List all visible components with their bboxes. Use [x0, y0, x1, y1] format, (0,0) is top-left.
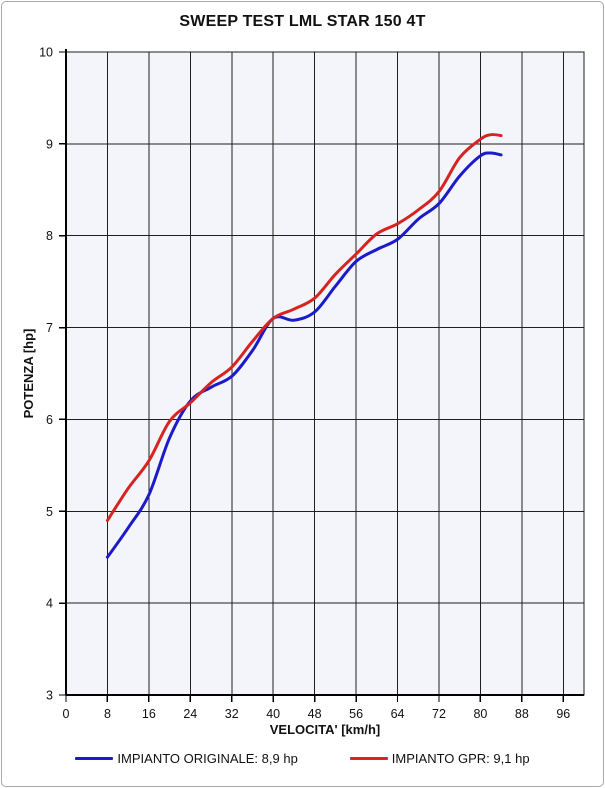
- x-tick-label: 16: [142, 707, 156, 721]
- series-curve-gpr: [105, 133, 503, 522]
- x-tick-label: 32: [225, 707, 239, 721]
- legend-item-originale: IMPIANTO ORIGINALE: 8,9 hp: [75, 751, 298, 766]
- legend: IMPIANTO ORIGINALE: 8,9 hp IMPIANTO GPR:…: [2, 751, 603, 766]
- legend-label-originale: IMPIANTO ORIGINALE: 8,9 hp: [117, 751, 298, 766]
- x-tick-label: 0: [63, 707, 70, 721]
- legend-line-red: [349, 757, 388, 760]
- x-tick-label: 24: [183, 707, 197, 721]
- y-tick-label: 10: [39, 46, 53, 60]
- x-tick-label: 80: [473, 707, 487, 721]
- y-tick-label: 8: [46, 229, 53, 243]
- y-tick-label: 5: [46, 505, 53, 519]
- y-tick-label: 3: [46, 689, 53, 703]
- legend-label-gpr: IMPIANTO GPR: 9,1 hp: [391, 751, 530, 766]
- y-axis-title: POTENZA [hp]: [21, 329, 36, 419]
- plot-area: [66, 52, 584, 695]
- y-tick-label: 4: [46, 597, 53, 611]
- x-tick-label: 8: [104, 707, 111, 721]
- x-tick-label: 56: [349, 707, 363, 721]
- y-tick-label: 7: [46, 321, 53, 335]
- legend-line-blue: [75, 757, 114, 760]
- y-tick-label: 9: [46, 137, 53, 151]
- y-tick-label: 6: [46, 413, 53, 427]
- legend-item-gpr: IMPIANTO GPR: 9,1 hp: [349, 751, 530, 766]
- x-tick-label: 96: [556, 707, 570, 721]
- series-curve-originale: [105, 151, 503, 559]
- x-tick-label: 88: [515, 707, 529, 721]
- x-tick-label: 64: [391, 707, 405, 721]
- x-tick-label: 48: [308, 707, 322, 721]
- x-tick-label: 72: [432, 707, 446, 721]
- chart-title: SWEEP TEST LML STAR 150 4T: [179, 13, 426, 30]
- x-axis-title: VELOCITA' [km/h]: [270, 722, 380, 737]
- x-tick-label: 40: [266, 707, 280, 721]
